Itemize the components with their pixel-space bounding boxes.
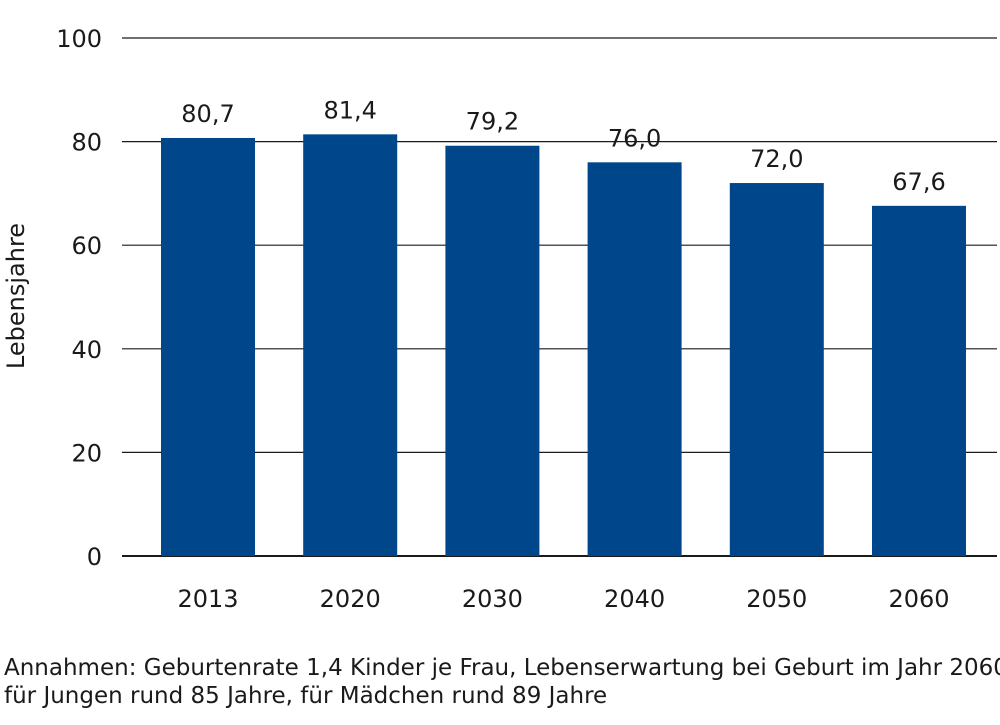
y-tick-label-60: 60 [71, 232, 102, 260]
x-tick-label-2060: 2060 [888, 585, 949, 613]
value-label-2020: 81,4 [323, 96, 376, 124]
x-tick-label-2030: 2030 [462, 585, 523, 613]
value-label-2013: 80,7 [181, 100, 234, 128]
footnote-line-2: für Jungen rund 85 Jahre, für Mädchen ru… [4, 683, 608, 709]
gridlines [122, 37, 997, 557]
value-label-2030: 79,2 [466, 108, 519, 136]
y-tick-label-20: 20 [71, 439, 102, 467]
y-tick-label-80: 80 [71, 129, 102, 157]
y-tick-label-0: 0 [87, 543, 102, 571]
x-tick-label-2040: 2040 [604, 585, 665, 613]
y-tick-label-40: 40 [71, 336, 102, 364]
bar-2050 [729, 183, 824, 557]
value-label-2050: 72,0 [750, 145, 803, 173]
bar-value-labels: 80,7 81,4 79,2 76,0 72,0 67,6 [181, 96, 945, 195]
bar-2030 [445, 145, 540, 556]
bar-2040 [587, 162, 682, 556]
x-tick-label-2013: 2013 [177, 585, 238, 613]
x-tick-label-2020: 2020 [320, 585, 381, 613]
footnote-line-1: Annahmen: Geburtenrate 1,4 Kinder je Fra… [4, 655, 1000, 681]
y-axis-tick-labels: 0 20 40 60 80 100 [56, 25, 102, 571]
y-axis-label: Lebensjahre [2, 223, 30, 369]
bar-2013 [161, 137, 255, 556]
value-label-2060: 67,6 [892, 168, 945, 196]
value-label-2040: 76,0 [608, 124, 661, 152]
x-tick-label-2050: 2050 [746, 585, 807, 613]
bars [161, 134, 966, 557]
bar-2020 [303, 134, 398, 556]
bar-2060 [872, 205, 966, 556]
x-axis-tick-labels: 2013 2020 2030 2040 2050 2060 [177, 585, 949, 613]
y-tick-label-100: 100 [56, 25, 102, 53]
